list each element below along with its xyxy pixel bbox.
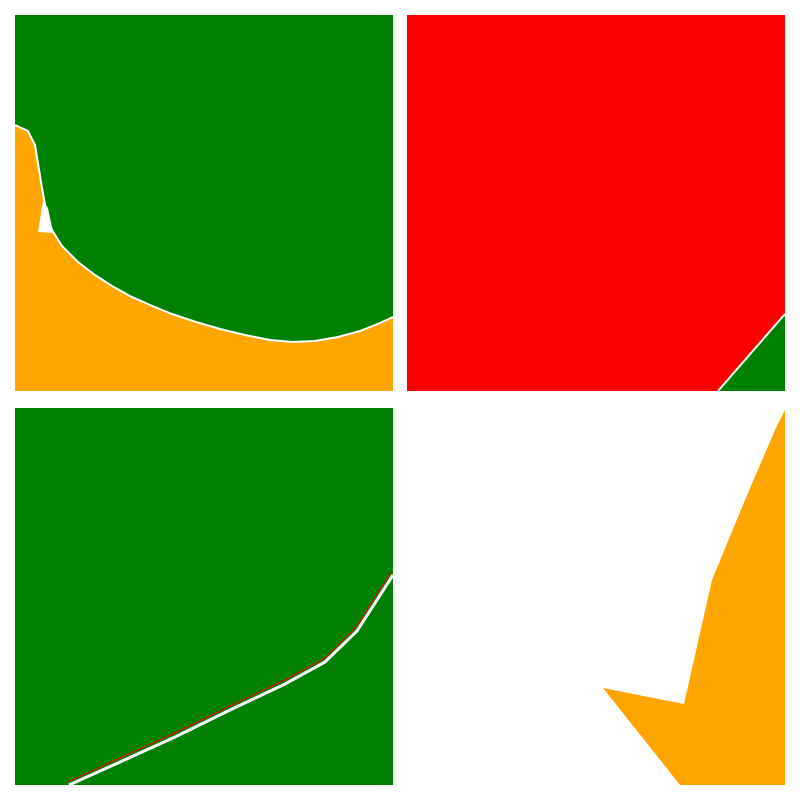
panel-top-left: [14, 15, 394, 391]
panel-top-left-boundary-line: [14, 124, 394, 344]
panel-top-right-boundary-line: [717, 313, 786, 392]
panel-top-right: [407, 15, 786, 392]
panel-top-right-red-region: [407, 15, 785, 391]
panel-bottom-left-green-region: [15, 408, 393, 785]
panel-top-left-white-notch: [38, 201, 53, 233]
panel-bottom-left: [15, 408, 395, 787]
panel-bottom-right: [407, 408, 785, 785]
panel-bottom-left-boundary-line: [68, 574, 395, 787]
panel-bottom-right-orange-region: [603, 410, 785, 785]
panel-bottom-left-boundary-accent: [69, 571, 392, 782]
panel-top-left-orange-region: [15, 125, 393, 391]
